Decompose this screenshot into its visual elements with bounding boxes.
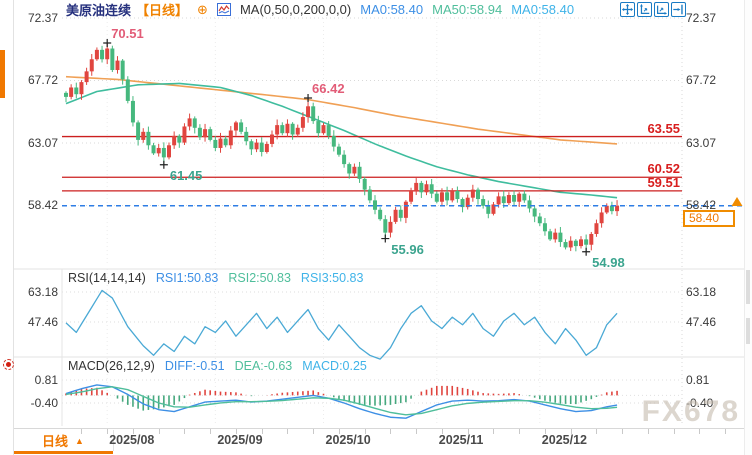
time-axis-tick [132, 429, 134, 434]
time-axis-tick [493, 429, 495, 434]
time-axis-tick [184, 429, 186, 434]
rsi2-value: RSI2:50.83 [228, 271, 291, 285]
ma0-value: MA0:58.40 [360, 2, 424, 17]
x-axis-month-label: 2025/11 [438, 433, 484, 447]
rsi-header: RSI(14,14,14) RSI1:50.83 RSI2:50.83 RSI3… [68, 271, 363, 285]
right-scrollbar[interactable] [744, 0, 752, 455]
time-axis-tick [416, 429, 417, 434]
x-axis-month-label: 2025/12 [541, 433, 587, 447]
time-axis-tick [596, 429, 598, 434]
tab-period-label: 日线 [42, 434, 69, 449]
indicator-settings-icon[interactable] [3, 359, 14, 370]
jump-to-latest-icon[interactable] [671, 2, 686, 17]
time-axis-tick [441, 429, 443, 434]
ma50-value: MA50:58.94 [432, 2, 503, 17]
time-axis-tick [158, 429, 160, 434]
x-axis-month-label: 2025/08 [109, 433, 155, 447]
time-axis-tick [570, 429, 572, 434]
symbol-name: 美原油连续 [66, 3, 132, 18]
ma-indicator-label: MA(0,50,0,200,0,0) [239, 2, 352, 17]
chart-header: 美原油连续 【日线】 ⊕ MA(0,50,0,200,0,0) MA0:58.4… [66, 1, 574, 18]
watermark: FX678 [641, 395, 740, 428]
time-axis-tick [81, 429, 83, 434]
time-axis-tick [699, 429, 701, 434]
last-price-tag: 58.40 [683, 210, 735, 227]
pan-icon[interactable] [620, 2, 635, 17]
macd-header: MACD(26,12,9) DIFF:-0.51 DEA:-0.63 MACD:… [68, 359, 367, 373]
x-axis-month-label: 2025/09 [217, 433, 263, 447]
tab-period-daily[interactable]: 日线 ▲ [13, 430, 114, 451]
time-axis-tick [210, 429, 211, 434]
left-scrollbar[interactable] [0, 0, 14, 455]
macd-title: MACD(26,12,9) [68, 359, 155, 373]
scale-x-axis-icon[interactable] [654, 2, 669, 17]
tab-arrow-icon: ▲ [75, 435, 84, 446]
time-axis-tick [390, 429, 392, 434]
time-axis-tick [519, 429, 520, 434]
time-axis-tick [673, 429, 675, 434]
period-label: 【日线】 [136, 3, 189, 18]
time-axis-tick [338, 429, 340, 434]
time-axis-tick [235, 429, 237, 434]
time-axis-tick [261, 429, 263, 434]
chart-toolbar [620, 2, 686, 17]
add-indicator-icon[interactable]: ⊕ [197, 2, 208, 17]
time-axis-tick [364, 429, 366, 434]
diff-value: DIFF:-0.51 [164, 359, 225, 373]
right-scrollbar-thumb[interactable] [746, 318, 750, 344]
right-scrollbar-thumb[interactable] [746, 270, 750, 304]
time-axis-tick [544, 429, 546, 434]
time-axis-bar: 日线 ▲ 2025/08 2025/09 2025/10 2025/11 2025/12 [0, 428, 752, 455]
chart-type-icon[interactable] [216, 3, 231, 16]
x-axis-month-label: 2025/10 [325, 433, 371, 447]
tab-active-underline [13, 451, 113, 454]
time-axis-tick [107, 429, 108, 434]
left-scrollbar-thumb[interactable] [0, 50, 5, 98]
time-axis-tick [647, 429, 649, 434]
rsi-title: RSI(14,14,14) [68, 271, 146, 285]
rsi1-value: RSI1:50.83 [155, 271, 219, 285]
time-axis-tick [725, 429, 726, 434]
time-axis-tick [287, 429, 289, 434]
time-axis-tick [313, 429, 314, 434]
time-axis-tick [622, 429, 623, 434]
scale-y-axis-icon[interactable] [637, 2, 652, 17]
macd-value: MACD:0.25 [302, 359, 367, 373]
rsi3-value: RSI3:50.83 [300, 271, 364, 285]
time-axis-tick [467, 429, 469, 434]
ma0b-value: MA0:58.40 [511, 2, 575, 17]
dea-value: DEA:-0.63 [234, 359, 293, 373]
